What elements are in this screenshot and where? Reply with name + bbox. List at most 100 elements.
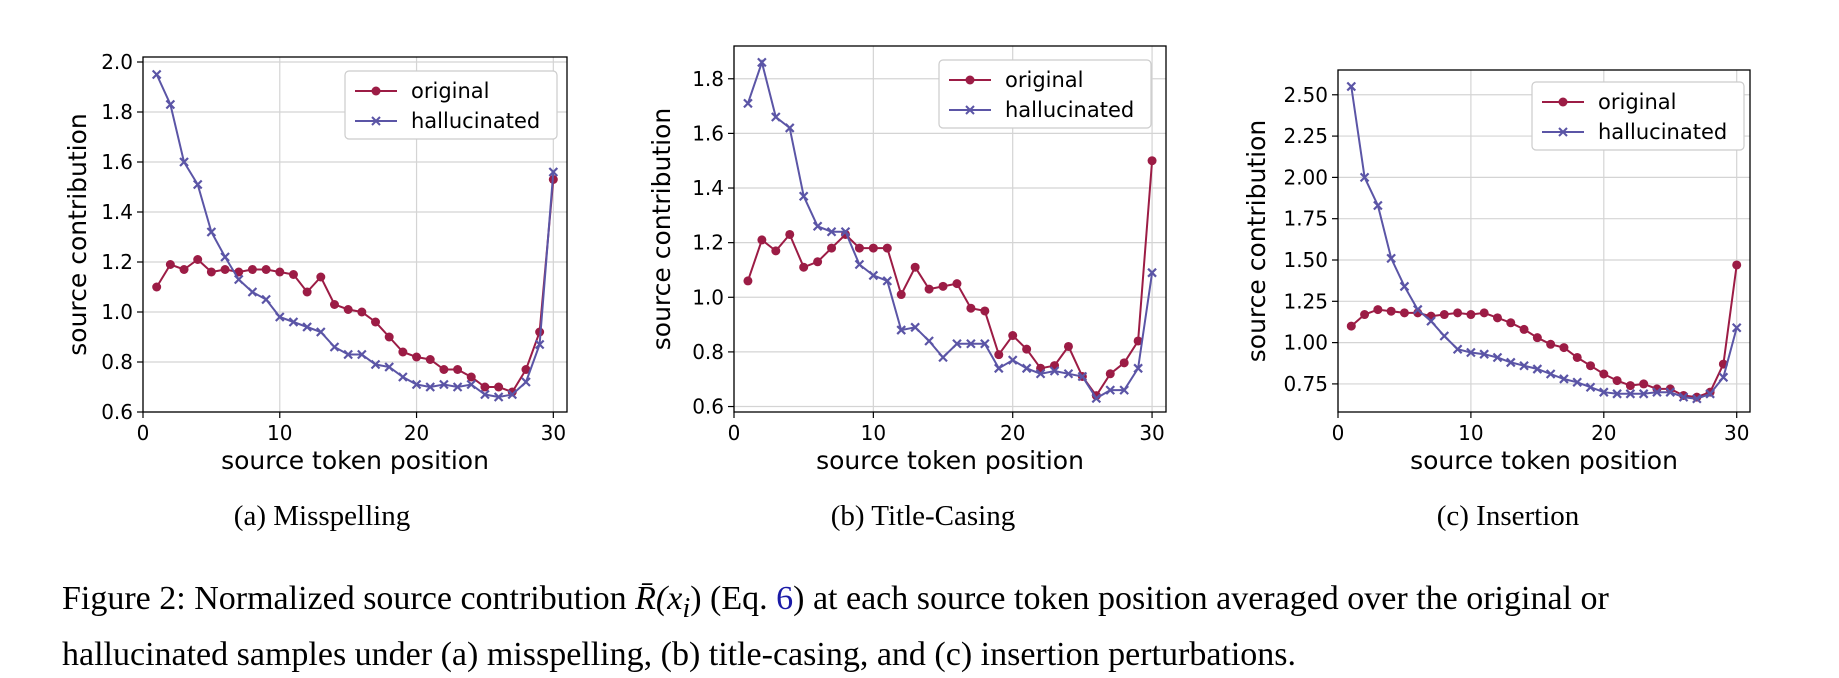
data-point-hallucinated	[1399, 281, 1410, 292]
x-marker-stroke	[261, 294, 271, 305]
x-marker-stroke	[1585, 382, 1596, 392]
data-point-original	[980, 306, 990, 316]
data-point-original	[302, 287, 312, 297]
data-point-hallucinated	[1492, 352, 1503, 363]
data-point-hallucinated	[493, 392, 504, 402]
caption-math: R̄(x	[635, 580, 683, 617]
x-tick-label: 20	[1591, 421, 1616, 445]
data-point-hallucinated	[1035, 368, 1046, 379]
y-tick-label: 1.8	[692, 67, 724, 91]
x-marker-stroke	[1572, 377, 1583, 388]
data-point-hallucinated	[1705, 389, 1715, 399]
data-point-original	[1586, 361, 1596, 371]
legend-marker-original	[371, 86, 381, 96]
x-tick-label: 10	[1458, 421, 1483, 445]
data-point-original	[743, 276, 753, 286]
x-marker-stroke	[1386, 253, 1396, 264]
x-marker-stroke	[398, 372, 408, 382]
x-marker-stroke	[882, 276, 893, 286]
x-marker-stroke	[1599, 387, 1609, 397]
data-point-hallucinated	[179, 157, 189, 167]
caption-math-close: )	[690, 580, 702, 617]
x-marker-stroke	[507, 389, 518, 400]
x-marker-stroke	[452, 382, 463, 392]
data-point-hallucinated	[1007, 355, 1018, 365]
data-point-original	[1599, 369, 1609, 379]
x-marker-stroke	[534, 339, 545, 350]
data-point-hallucinated	[439, 379, 449, 390]
data-point-original	[329, 300, 339, 309]
y-tick-label: 1.4	[101, 200, 133, 224]
data-point-original	[521, 365, 531, 374]
data-point-hallucinated	[743, 98, 753, 109]
x-tick-label: 0	[137, 421, 150, 445]
data-point-hallucinated	[425, 382, 436, 392]
data-point-original	[466, 372, 476, 382]
data-point-hallucinated	[1678, 392, 1689, 402]
x-marker-stroke	[548, 167, 559, 177]
x-marker-stroke	[1466, 347, 1476, 358]
x-marker-stroke	[1559, 374, 1569, 384]
data-point-original	[966, 303, 976, 313]
data-point-hallucinated	[1466, 347, 1476, 358]
x-marker-stroke	[206, 227, 217, 237]
data-point-original	[1466, 310, 1476, 320]
data-point-hallucinated	[302, 322, 312, 332]
series-line-original	[1350, 264, 1738, 399]
data-point-original	[994, 350, 1004, 360]
x-marker-stroke	[1063, 368, 1074, 379]
data-point-original	[868, 243, 878, 253]
data-point-original	[1639, 379, 1649, 389]
x-marker-stroke	[1412, 304, 1423, 315]
data-point-hallucinated	[1718, 372, 1729, 383]
x-marker-stroke	[493, 392, 504, 402]
x-marker-stroke	[771, 112, 781, 122]
data-point-hallucinated	[840, 226, 851, 237]
data-point-hallucinated	[507, 389, 518, 400]
data-point-original	[384, 332, 394, 342]
data-point-original	[1346, 321, 1356, 331]
data-point-original	[1133, 336, 1143, 346]
x-marker-stroke	[1399, 281, 1410, 292]
y-tick-label: 0.6	[692, 395, 724, 419]
data-point-hallucinated	[357, 349, 367, 360]
data-point-original	[412, 352, 422, 362]
x-marker-stroke	[952, 338, 962, 349]
plot-frame	[733, 45, 1167, 413]
data-point-original	[1572, 352, 1582, 362]
data-point-hallucinated	[1559, 374, 1569, 384]
data-point-original	[343, 305, 353, 314]
x-marker-stroke	[1678, 392, 1689, 402]
caption-eq-ref[interactable]: 6	[776, 580, 794, 617]
x-marker-stroke	[480, 389, 490, 400]
x-marker-stroke	[1692, 394, 1702, 404]
data-point-hallucinated	[1412, 304, 1423, 315]
x-marker-stroke	[1532, 364, 1543, 374]
x-axis-label: source token position	[816, 446, 1084, 475]
data-point-hallucinated	[480, 389, 490, 400]
x-marker-stroke	[840, 226, 851, 237]
x-axis-label: source token position	[221, 446, 489, 475]
x-tick-label: 10	[861, 421, 886, 445]
subcaption-c: (c) Insertion	[1436, 500, 1580, 532]
x-marker-stroke	[1105, 385, 1116, 395]
x-marker-stroke	[247, 287, 258, 297]
data-point-hallucinated	[1479, 349, 1489, 359]
data-point-hallucinated	[1049, 366, 1060, 376]
x-marker-stroke	[1426, 316, 1436, 326]
legend-label-original: original	[411, 79, 490, 103]
x-marker-stroke	[1705, 389, 1715, 399]
legend: original hallucinated	[344, 70, 558, 140]
data-point-hallucinated	[370, 359, 381, 370]
data-point-hallucinated	[1077, 371, 1088, 382]
data-point-original	[854, 243, 864, 253]
y-tick-label: 2.25	[1283, 124, 1328, 148]
y-tick-label: 1.4	[692, 176, 724, 200]
data-point-original	[247, 265, 257, 274]
chart-misspelling-svg: 0 10 20 30 0.6 0.8 1.0 1.2 1.4 1.6 1.8 2.0 source to…	[63, 50, 568, 475]
data-point-original	[398, 347, 408, 357]
data-point-original	[1008, 331, 1018, 341]
data-point-hallucinated	[1612, 389, 1622, 399]
x-marker-stroke	[1007, 355, 1018, 365]
y-tick-label: 1.8	[101, 100, 133, 124]
